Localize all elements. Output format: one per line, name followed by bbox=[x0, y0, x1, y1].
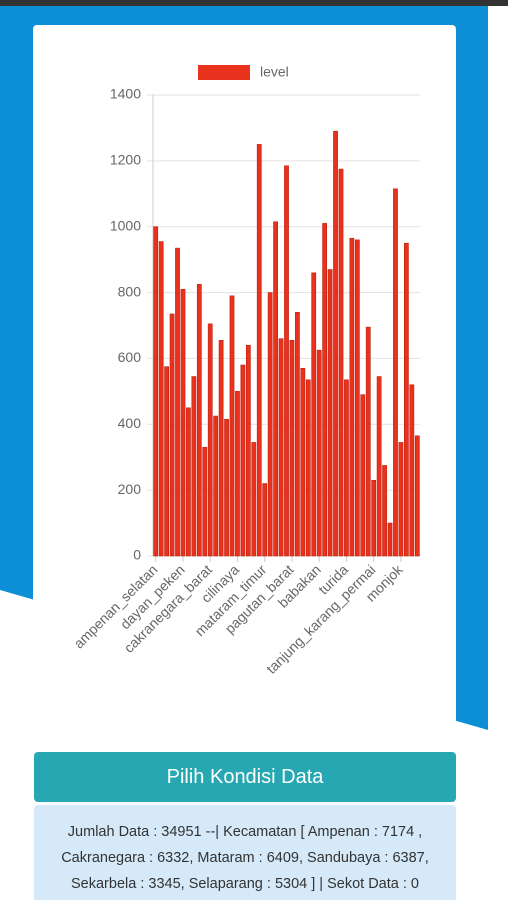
legend-label: level bbox=[260, 64, 289, 80]
bar bbox=[240, 364, 246, 557]
legend-swatch bbox=[198, 65, 250, 80]
y-tick-label: 1200 bbox=[110, 152, 141, 168]
bar bbox=[213, 415, 219, 557]
bar bbox=[175, 247, 180, 557]
y-tick-label: 600 bbox=[118, 349, 142, 365]
bar bbox=[404, 242, 409, 557]
bar bbox=[278, 338, 284, 557]
bar bbox=[376, 376, 382, 557]
bar bbox=[284, 165, 289, 557]
y-tick-label: 1000 bbox=[110, 217, 141, 233]
bar bbox=[289, 340, 295, 557]
bar bbox=[322, 223, 328, 557]
bar bbox=[316, 349, 322, 557]
bar bbox=[191, 376, 197, 557]
bar bbox=[393, 188, 398, 557]
bar bbox=[371, 479, 377, 557]
bar bbox=[262, 483, 268, 557]
bar bbox=[409, 384, 415, 557]
bar bbox=[398, 442, 404, 557]
y-tick-label: 0 bbox=[133, 547, 141, 563]
bar bbox=[180, 288, 186, 557]
bar bbox=[344, 379, 349, 557]
bar bbox=[218, 340, 224, 557]
bar bbox=[414, 435, 420, 557]
y-tick-label: 800 bbox=[118, 283, 142, 299]
top-bar bbox=[0, 0, 508, 6]
bar bbox=[333, 130, 338, 557]
y-tick-label: 400 bbox=[118, 415, 142, 431]
bar bbox=[305, 379, 311, 557]
bar bbox=[327, 269, 333, 557]
y-tick-label: 1400 bbox=[110, 86, 141, 102]
bar bbox=[196, 284, 202, 557]
bar bbox=[224, 419, 229, 557]
bar bbox=[169, 313, 175, 557]
bar bbox=[300, 368, 306, 557]
y-tick-label: 200 bbox=[118, 481, 142, 497]
bar bbox=[273, 221, 278, 557]
bar bbox=[251, 442, 257, 557]
bar bbox=[207, 323, 213, 557]
bar bbox=[164, 366, 169, 557]
bar bbox=[387, 522, 393, 557]
bar bbox=[153, 226, 159, 557]
bar bbox=[256, 144, 262, 557]
bar bbox=[267, 292, 273, 557]
button[interactable]: Pilih Kondisi Data bbox=[34, 752, 456, 802]
bar bbox=[382, 465, 387, 557]
bar bbox=[349, 237, 355, 557]
info-text: Jumlah Data : 34951 --| Kecamatan [ Ampe… bbox=[34, 805, 456, 900]
bar bbox=[311, 272, 317, 557]
bar bbox=[229, 295, 235, 557]
bar bbox=[245, 344, 251, 557]
bar bbox=[235, 391, 240, 557]
bar bbox=[295, 312, 300, 557]
bar bbox=[158, 241, 164, 557]
bar bbox=[365, 326, 371, 557]
bar bbox=[354, 239, 360, 557]
bar bbox=[186, 407, 191, 557]
bar bbox=[360, 394, 366, 557]
bar bbox=[202, 447, 208, 557]
bar bbox=[338, 168, 344, 557]
